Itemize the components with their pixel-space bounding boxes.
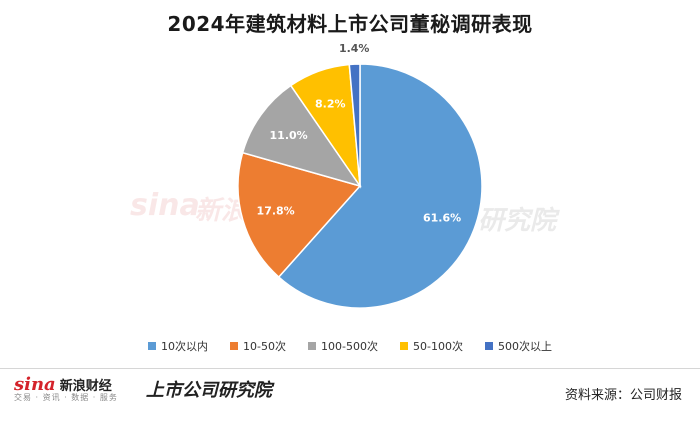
watermark-research: 研究院 [478, 206, 557, 236]
brand-name: 新浪财经 [59, 379, 112, 394]
chart-legend: 10次以内 10-50次 100-500次 50-100次 500次以上 [0, 338, 700, 354]
legend-label: 500次以上 [497, 340, 552, 353]
legend-item-5: 500次以上 [484, 338, 552, 354]
pie-label-5: 1.4% [339, 42, 370, 55]
pie-label-2: 17.8% [257, 205, 295, 218]
watermark-logo: sina [130, 188, 200, 223]
pie-label-1: 61.6% [423, 211, 461, 224]
legend-swatch [484, 342, 493, 350]
sina-logo: sina 新浪财经 交易 · 资讯 · 数据 · 服务 [14, 376, 118, 402]
pie-slice-3 [241, 84, 362, 188]
chart-title: 2024年建筑材料上市公司董秘调研表现 [167, 12, 533, 36]
sina-logo-text: sina [14, 374, 56, 395]
pie-slice-5 [348, 63, 361, 187]
legend-item-2: 10-50次 [230, 338, 286, 354]
legend-item-1: 10次以内 [148, 338, 208, 354]
legend-swatch [148, 342, 157, 350]
legend-swatch [230, 342, 239, 350]
legend-label: 100-500次 [321, 340, 378, 353]
pie-slice-2 [237, 151, 362, 279]
brand-subtitle: 交易 · 资讯 · 数据 · 服务 [14, 393, 118, 402]
legend-item-3: 100-500次 [308, 338, 378, 354]
pie-label-3: 11.0% [270, 129, 308, 142]
pie-label-4: 8.2% [315, 97, 346, 110]
legend-label: 10-50次 [243, 340, 287, 353]
legend-swatch [308, 342, 317, 350]
legend-swatch [399, 342, 408, 350]
research-institute-logo: 上市公司研究院 [145, 380, 272, 401]
pie-slice-1 [277, 63, 483, 309]
pie-chart: 61.6% 17.8% 11.0% 8.2% 1.4% [237, 42, 483, 309]
legend-label: 50-100次 [412, 340, 463, 353]
footer-divider [0, 368, 700, 369]
legend-label: 10次以内 [161, 340, 209, 353]
legend-item-4: 50-100次 [399, 338, 463, 354]
footer-brand: sina 新浪财经 交易 · 资讯 · 数据 · 服务 上市公司研究院 [14, 376, 272, 402]
data-source: 资料来源：公司财报 [564, 388, 682, 403]
